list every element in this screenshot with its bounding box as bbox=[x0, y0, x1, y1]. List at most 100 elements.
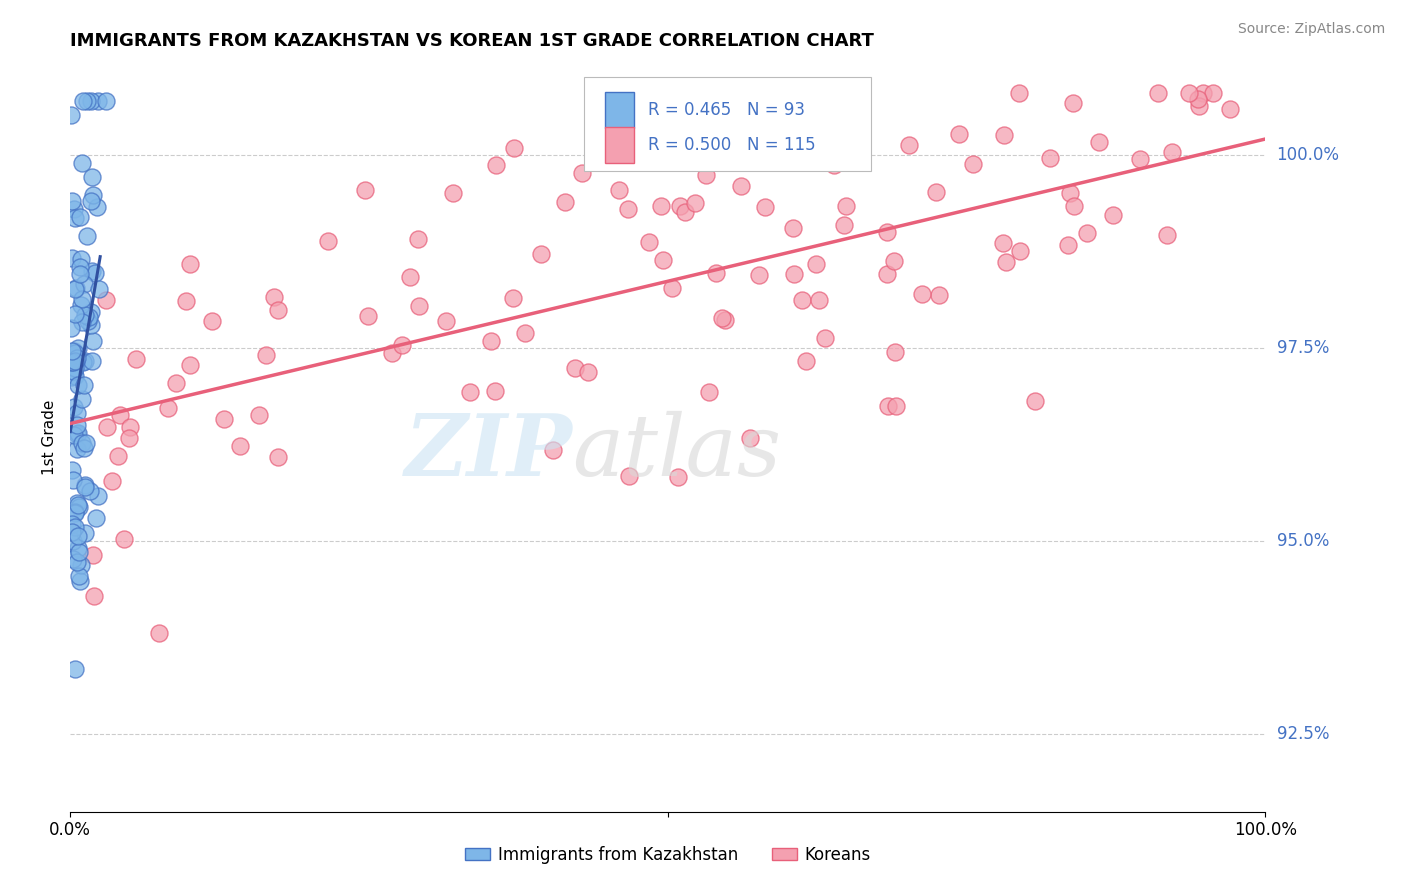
Point bbox=[541, 443, 564, 458]
Point bbox=[62, 473, 84, 487]
Point bbox=[883, 254, 905, 268]
Legend: Immigrants from Kazakhstan, Koreans: Immigrants from Kazakhstan, Koreans bbox=[458, 839, 877, 871]
Point bbox=[883, 345, 905, 359]
Point bbox=[925, 185, 948, 199]
Point bbox=[434, 314, 457, 328]
Y-axis label: 1st Grade: 1st Grade bbox=[42, 400, 58, 475]
Point bbox=[814, 331, 837, 345]
Point bbox=[65, 353, 87, 368]
Point bbox=[82, 548, 104, 562]
Point bbox=[876, 267, 898, 281]
Point bbox=[73, 353, 96, 368]
Point bbox=[441, 186, 464, 201]
Point bbox=[118, 419, 141, 434]
Point bbox=[1063, 199, 1085, 213]
Point bbox=[200, 314, 222, 328]
Point bbox=[673, 205, 696, 219]
Point bbox=[60, 252, 83, 266]
Point bbox=[65, 353, 87, 368]
Point bbox=[479, 334, 502, 348]
Point bbox=[73, 441, 96, 455]
Point bbox=[60, 463, 83, 477]
Point bbox=[86, 200, 108, 214]
Point bbox=[72, 355, 94, 369]
Point bbox=[711, 311, 734, 326]
Point bbox=[267, 302, 290, 317]
Point bbox=[650, 199, 672, 213]
Point bbox=[530, 247, 553, 261]
Point bbox=[1160, 145, 1182, 160]
Point bbox=[354, 184, 377, 198]
Point bbox=[69, 252, 91, 266]
Text: 100.0%: 100.0% bbox=[1277, 146, 1340, 164]
Point bbox=[66, 427, 89, 442]
Point bbox=[174, 293, 197, 308]
Point bbox=[96, 94, 117, 108]
Point bbox=[1024, 394, 1046, 409]
Point bbox=[695, 168, 717, 182]
Point bbox=[80, 94, 103, 108]
Point bbox=[823, 158, 845, 172]
Point bbox=[66, 378, 89, 392]
Point bbox=[66, 556, 89, 570]
Point bbox=[63, 520, 86, 534]
Point bbox=[70, 298, 93, 312]
Point bbox=[638, 235, 661, 249]
Point bbox=[67, 569, 90, 583]
Point bbox=[108, 408, 131, 422]
Point bbox=[60, 370, 83, 384]
Point bbox=[66, 406, 89, 420]
Point bbox=[1187, 92, 1209, 106]
Point bbox=[70, 392, 93, 406]
Point bbox=[63, 662, 86, 676]
Point bbox=[62, 533, 84, 548]
Point bbox=[179, 257, 201, 271]
Point bbox=[408, 232, 430, 246]
Point bbox=[60, 344, 83, 359]
Point bbox=[381, 346, 404, 360]
Point bbox=[87, 489, 110, 503]
Point bbox=[911, 287, 934, 301]
Point bbox=[808, 293, 831, 308]
Point bbox=[72, 277, 94, 291]
Point bbox=[316, 235, 339, 249]
Point bbox=[214, 412, 236, 426]
Point bbox=[399, 270, 422, 285]
Point bbox=[513, 326, 536, 340]
Point bbox=[962, 157, 984, 171]
Point bbox=[82, 170, 104, 185]
Point bbox=[80, 194, 103, 208]
Point bbox=[156, 401, 179, 415]
Point bbox=[67, 545, 90, 559]
Point bbox=[554, 195, 576, 210]
Point bbox=[63, 345, 86, 359]
Point bbox=[63, 368, 86, 383]
Point bbox=[738, 431, 761, 445]
Point bbox=[82, 264, 104, 278]
Point bbox=[993, 128, 1015, 143]
Point bbox=[67, 425, 90, 440]
Point bbox=[778, 87, 800, 101]
Point bbox=[69, 267, 91, 281]
Point bbox=[1102, 208, 1125, 222]
Point bbox=[94, 293, 117, 307]
Point bbox=[730, 178, 752, 193]
Point bbox=[112, 532, 135, 546]
Point bbox=[484, 384, 506, 399]
Point bbox=[60, 525, 83, 540]
Point bbox=[1156, 228, 1178, 243]
Point bbox=[1076, 227, 1098, 241]
FancyBboxPatch shape bbox=[605, 92, 634, 128]
Point bbox=[67, 541, 90, 555]
Point bbox=[832, 218, 855, 232]
Point bbox=[72, 94, 94, 108]
Point bbox=[62, 551, 84, 566]
Point bbox=[70, 156, 93, 170]
Point bbox=[1059, 186, 1081, 200]
Point bbox=[66, 442, 89, 457]
Point bbox=[65, 211, 87, 226]
Point bbox=[1010, 244, 1032, 259]
Point bbox=[458, 384, 481, 399]
Point bbox=[87, 282, 110, 296]
Point bbox=[357, 309, 380, 323]
